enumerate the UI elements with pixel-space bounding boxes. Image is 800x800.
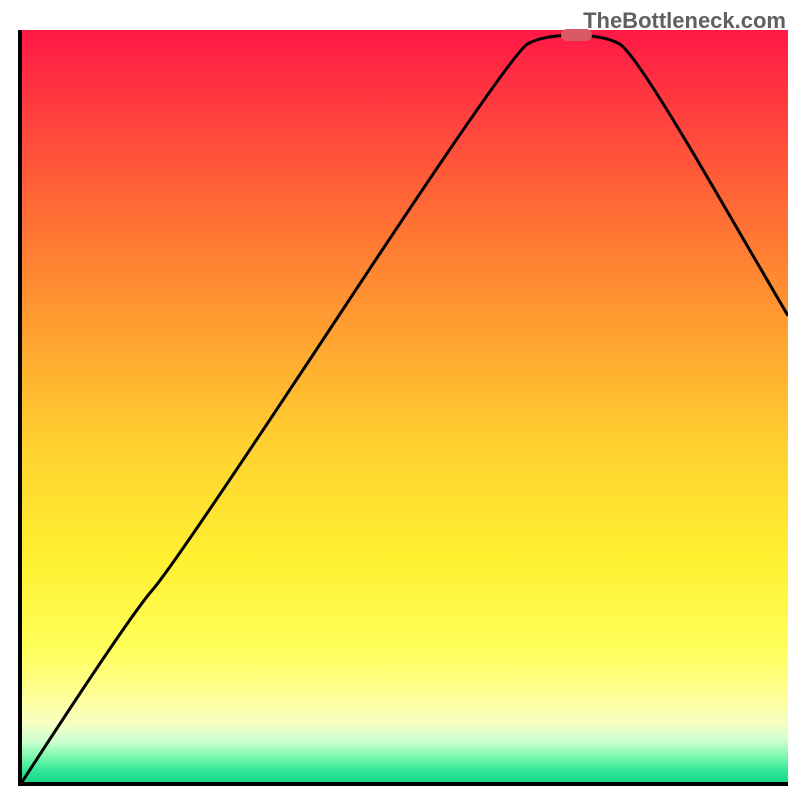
bottleneck-curve: [22, 30, 788, 782]
curve-line: [22, 35, 788, 782]
watermark-text: TheBottleneck.com: [583, 8, 786, 34]
bottleneck-chart: [18, 30, 788, 786]
